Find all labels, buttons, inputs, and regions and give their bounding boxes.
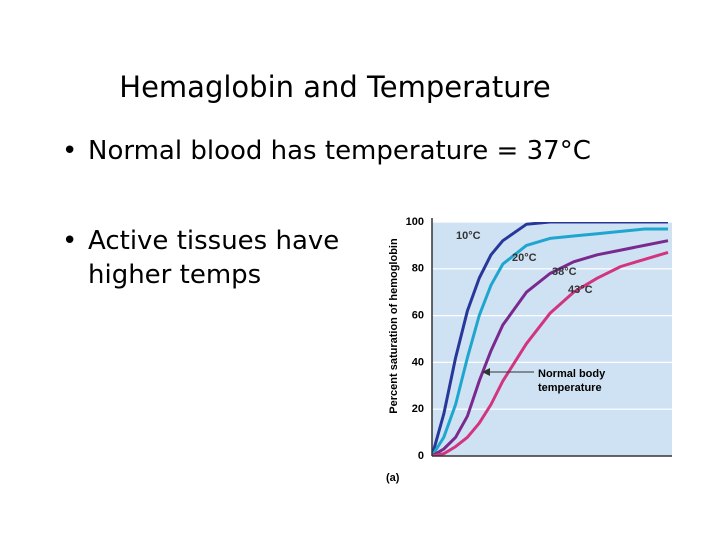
series-line <box>432 222 668 456</box>
arrow-head <box>482 368 490 376</box>
y-tick-label: 100 <box>406 216 424 228</box>
panel-label: (a) <box>386 472 400 484</box>
series-label: 10°C <box>456 230 481 242</box>
series-label: 20°C <box>512 252 537 264</box>
annotation: temperature <box>538 382 602 394</box>
series-line <box>432 250 669 456</box>
bullet: Active tissues have higher temps <box>62 224 408 292</box>
series-line <box>432 227 668 456</box>
bullet: Normal blood has temperature = 37°C <box>62 134 720 168</box>
slide-title: Hemaglobin and Temperature <box>119 70 551 104</box>
y-tick-label: 80 <box>412 263 424 275</box>
plot-area <box>432 222 672 456</box>
series-label: 38°C <box>552 266 577 278</box>
y-axis-label: Percent saturation of hemoglobin <box>388 238 400 414</box>
y-tick-label: 20 <box>412 403 424 415</box>
y-tick-label: 40 <box>412 356 424 368</box>
series-label: 43°C <box>568 284 593 296</box>
annotation: Normal body <box>538 368 606 380</box>
y-tick-label: 0 <box>418 450 424 462</box>
series-line <box>432 239 669 456</box>
y-tick-label: 60 <box>412 310 424 322</box>
